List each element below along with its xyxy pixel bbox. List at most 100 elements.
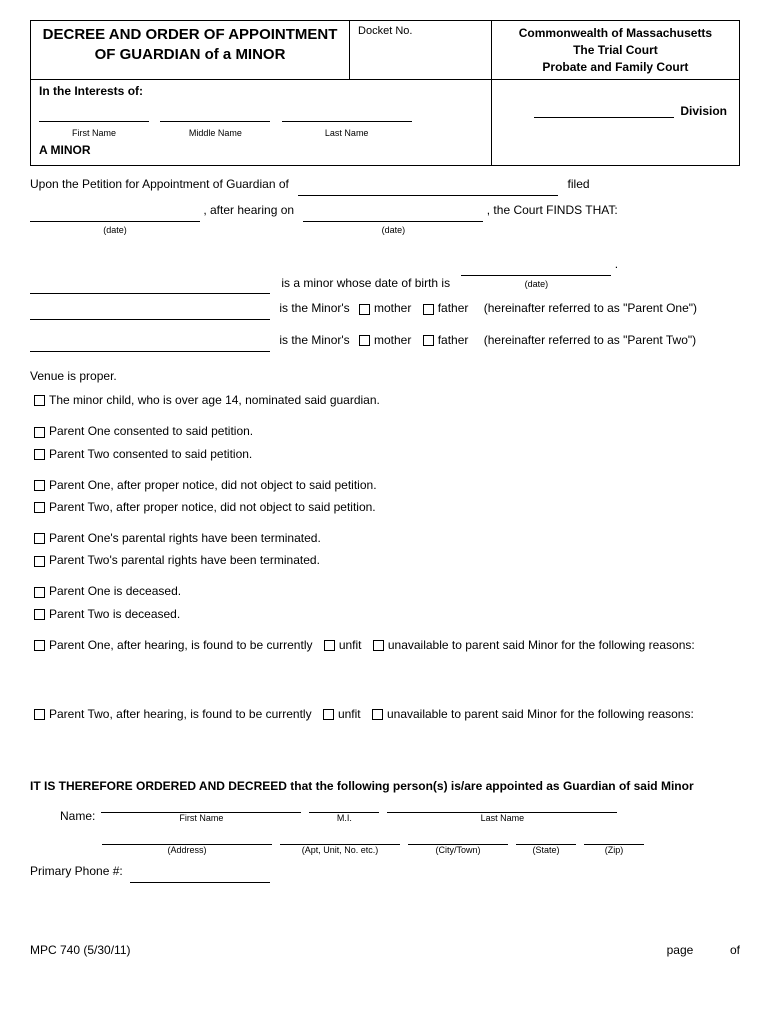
mother-label-2: mother: [374, 333, 411, 347]
mother-checkbox-1[interactable]: [359, 304, 370, 315]
last-name-blank[interactable]: [282, 108, 412, 122]
guardian-mi-sublabel: M.I.: [309, 813, 379, 823]
date2-sublabel: (date): [303, 222, 483, 238]
division-cell: Division: [491, 80, 739, 166]
p1-hearing-checkbox[interactable]: [34, 640, 45, 651]
court-line1: Commonwealth of Massachusetts: [500, 25, 731, 42]
p1-consented-checkbox[interactable]: [34, 427, 45, 438]
p2-no-object-checkbox[interactable]: [34, 502, 45, 513]
interests-cell: In the Interests of: First Name Middle N…: [31, 80, 492, 166]
p1-no-object-checkbox[interactable]: [34, 480, 45, 491]
apt-sublabel: (Apt, Unit, No. etc.): [280, 845, 400, 855]
interests-label: In the Interests of:: [39, 84, 483, 98]
name-label: Name:: [60, 809, 95, 823]
minor-label: A MINOR: [39, 143, 483, 157]
minor-dob-line: is a minor whose date of birth is (date)…: [30, 254, 740, 294]
petition-blank[interactable]: [298, 184, 558, 196]
footer: MPC 740 (5/30/11) page of: [30, 943, 740, 957]
parent-one-blank[interactable]: [30, 308, 270, 320]
p1-terminated-checkbox[interactable]: [34, 533, 45, 544]
is-minors-text2: is the Minor's: [279, 333, 349, 347]
mother-label-1: mother: [374, 301, 411, 315]
division-label: Division: [680, 104, 727, 118]
father-label-2: father: [438, 333, 469, 347]
father-checkbox-2[interactable]: [423, 335, 434, 346]
last-name-sublabel: Last Name: [282, 128, 412, 138]
p1-unavailable-checkbox[interactable]: [373, 640, 384, 651]
p2-terminated-text: Parent Two's parental rights have been t…: [49, 553, 320, 567]
form-title: DECREE AND ORDER OF APPOINTMENT OF GUARD…: [31, 21, 350, 80]
phone-label: Primary Phone #:: [30, 864, 123, 878]
phone-blank[interactable]: [130, 871, 270, 883]
p2-unavailable-checkbox[interactable]: [372, 709, 383, 720]
mother-checkbox-2[interactable]: [359, 335, 370, 346]
middle-name-blank[interactable]: [160, 108, 270, 122]
venue-text: Venue is proper.: [30, 366, 740, 388]
court-finds-text: , the Court FINDS THAT:: [487, 203, 618, 217]
first-name-blank[interactable]: [39, 108, 149, 122]
middle-name-sublabel: Middle Name: [160, 128, 270, 138]
p1-consented-text: Parent One consented to said petition.: [49, 424, 253, 438]
parent-two-blank[interactable]: [30, 340, 270, 352]
guardian-first-sublabel: First Name: [101, 813, 301, 823]
petition-line2: (date) , after hearing on (date) , the C…: [30, 200, 740, 240]
state-blank[interactable]: [516, 833, 576, 845]
p1-deceased-checkbox[interactable]: [34, 587, 45, 598]
guardian-mi-blank[interactable]: [309, 801, 379, 813]
p1-deceased-text: Parent One is deceased.: [49, 584, 181, 598]
date2-blank[interactable]: [303, 210, 483, 222]
dob-sublabel: (date): [461, 276, 611, 292]
p2-unfit-checkbox[interactable]: [323, 709, 334, 720]
guardian-last-blank[interactable]: [387, 801, 617, 813]
guardian-last-sublabel: Last Name: [387, 813, 617, 823]
p2-terminated-checkbox[interactable]: [34, 556, 45, 567]
docket-label: Docket No.: [358, 25, 412, 37]
date1-sublabel: (date): [30, 222, 200, 238]
is-minor-dob-text: is a minor whose date of birth is: [281, 276, 450, 290]
court-line2: The Trial Court: [500, 42, 731, 59]
guardian-first-blank[interactable]: [101, 801, 301, 813]
p2-deceased-text: Parent Two is deceased.: [49, 607, 180, 621]
p2-consented-checkbox[interactable]: [34, 449, 45, 460]
p2-hearing-checkbox[interactable]: [34, 709, 45, 720]
dob-blank[interactable]: [461, 264, 611, 276]
division-blank[interactable]: [534, 106, 674, 118]
court-line3: Probate and Family Court: [500, 59, 731, 76]
p2-no-object-text: Parent Two, after proper notice, did not…: [49, 500, 376, 514]
filed-text: filed: [568, 177, 590, 191]
after-hearing-text: , after hearing on: [203, 203, 294, 217]
p1-terminated-text: Parent One's parental rights have been t…: [49, 531, 321, 545]
form-id: MPC 740 (5/30/11): [30, 943, 131, 957]
zip-sublabel: (Zip): [584, 845, 644, 855]
address-blank[interactable]: [102, 833, 272, 845]
parent-two-ref: (hereinafter referred to as "Parent Two"…: [484, 333, 696, 347]
page-label: page: [667, 943, 694, 957]
p1-unfit-checkbox[interactable]: [324, 640, 335, 651]
zip-blank[interactable]: [584, 833, 644, 845]
minor-name-blank[interactable]: [30, 282, 270, 294]
is-minors-text1: is the Minor's: [279, 301, 349, 315]
p2-unavailable-text: unavailable to parent said Minor for the…: [387, 707, 694, 721]
ordered-decree: IT IS THEREFORE ORDERED AND DECREED that…: [30, 779, 740, 793]
header-table: DECREE AND ORDER OF APPOINTMENT OF GUARD…: [30, 20, 740, 166]
petition-line1: Upon the Petition for Appointment of Gua…: [30, 174, 740, 196]
apt-blank[interactable]: [280, 833, 400, 845]
upon-text: Upon the Petition for Appointment of Gua…: [30, 177, 289, 191]
court-cell: Commonwealth of Massachusetts The Trial …: [491, 21, 739, 80]
nominated-checkbox[interactable]: [34, 395, 45, 406]
parent-one-line: is the Minor's mother father (hereinafte…: [30, 298, 740, 320]
date1-blank[interactable]: [30, 210, 200, 222]
p1-no-object-text: Parent One, after proper notice, did not…: [49, 478, 377, 492]
nominated-text: The minor child, who is over age 14, nom…: [49, 393, 380, 407]
period: .: [615, 257, 618, 271]
p2-unfit-text: unfit: [338, 707, 361, 721]
city-blank[interactable]: [408, 833, 508, 845]
parent-one-ref: (hereinafter referred to as "Parent One"…: [484, 301, 697, 315]
father-label-1: father: [438, 301, 469, 315]
docket-cell: Docket No.: [350, 21, 492, 80]
city-sublabel: (City/Town): [408, 845, 508, 855]
p2-deceased-checkbox[interactable]: [34, 609, 45, 620]
parent-two-line: is the Minor's mother father (hereinafte…: [30, 330, 740, 352]
father-checkbox-1[interactable]: [423, 304, 434, 315]
first-name-sublabel: First Name: [39, 128, 149, 138]
